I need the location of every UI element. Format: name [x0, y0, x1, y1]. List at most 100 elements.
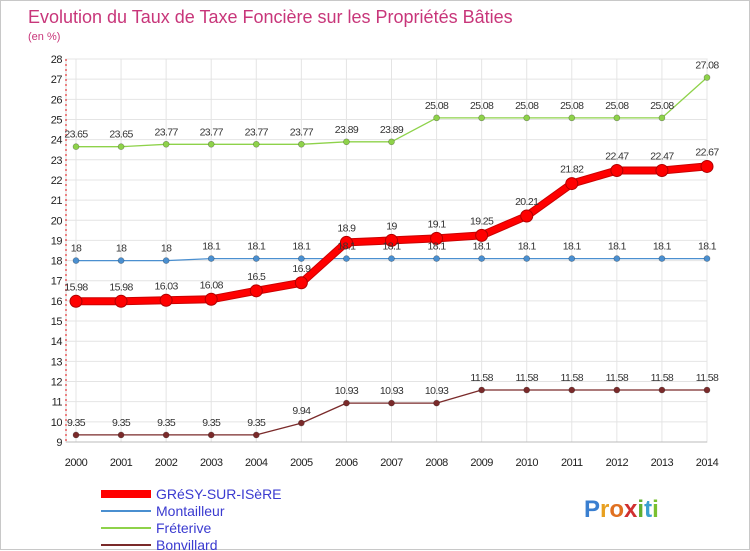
data-point [72, 143, 80, 150]
x-tick-label: 2012 [606, 457, 629, 469]
data-point [700, 159, 714, 173]
data-label: 18.1 [202, 241, 221, 253]
data-labels: 15.98 15.98 16.03 16.08 16.5 16.9 18.9 19 19.1 19… [64, 60, 720, 429]
data-label: 16.9 [292, 263, 311, 275]
data-point [252, 431, 260, 439]
y-tick-label: 21 [51, 195, 63, 207]
data-label: 9.94 [292, 405, 311, 417]
data-label: 18 [116, 243, 127, 255]
data-label: 9.35 [67, 417, 86, 429]
data-label: 18.1 [653, 241, 672, 253]
data-label: 18.1 [337, 241, 356, 253]
x-tick-label: 2006 [335, 457, 358, 469]
data-label: 18.1 [518, 241, 537, 253]
data-label: 11.58 [515, 372, 538, 384]
data-label: 18 [161, 243, 172, 255]
data-point [523, 386, 531, 394]
x-tick-label: 2011 [561, 457, 583, 469]
data-label: 22.47 [605, 150, 629, 162]
logo-letter: i [652, 496, 659, 523]
axes: 9 10 11 12 13 14 15 16 17 18 19 20 21 22 23 24 25 26 27 28 2… [51, 54, 719, 469]
data-point [478, 386, 485, 394]
chart-title: Evolution du Taux de Taxe Foncière sur l… [28, 7, 513, 27]
x-tick-label: 2000 [65, 457, 88, 469]
data-label: 18.1 [563, 241, 582, 253]
data-label: 21.82 [560, 164, 584, 176]
chart-subtitle: (en %) [28, 31, 60, 43]
logo-letter: r [600, 496, 609, 523]
data-point [613, 255, 621, 262]
data-point [207, 255, 215, 262]
data-point [388, 399, 395, 407]
data-point [294, 276, 308, 290]
x-tick-label: 2010 [515, 457, 538, 469]
proxiti-logo: Proxiti [584, 496, 659, 523]
data-point [613, 114, 621, 122]
data-point [339, 235, 353, 249]
data-label: 18 [71, 243, 82, 255]
y-tick-label: 18 [51, 256, 63, 268]
y-tick-label: 22 [51, 175, 63, 187]
data-point [388, 255, 395, 262]
data-point [703, 74, 711, 81]
x-tick-label: 2013 [651, 457, 674, 469]
x-tick-label: 2002 [155, 457, 178, 469]
x-tick-label: 2009 [470, 457, 493, 469]
y-tick-label: 25 [51, 114, 63, 126]
logo-letter: i [637, 496, 644, 523]
legend: GRéSY-SUR-ISèREMontailleurFréteriveBonvi… [101, 486, 282, 551]
data-point [523, 114, 531, 122]
data-point [703, 255, 711, 262]
data-point [252, 140, 260, 148]
data-point [162, 140, 170, 148]
data-point [385, 233, 398, 247]
data-point [613, 386, 621, 394]
data-label: 11.58 [651, 372, 674, 384]
data-label: 11.58 [606, 372, 629, 384]
y-tick-label: 10 [51, 417, 63, 429]
y-tick-label: 26 [51, 94, 63, 106]
data-point [343, 138, 350, 146]
x-tick-label: 2001 [110, 457, 133, 469]
data-label: 9.35 [247, 417, 266, 429]
data-label: 23.77 [200, 126, 224, 138]
y-tick-label: 15 [51, 316, 63, 328]
y-tick-label: 23 [51, 155, 63, 167]
data-label: 19.1 [428, 218, 447, 230]
data-label: 16.03 [155, 280, 179, 292]
data-point [523, 255, 531, 262]
data-point [117, 257, 125, 264]
plot-area [65, 58, 708, 443]
data-point [658, 386, 666, 394]
data-point [298, 419, 305, 427]
data-point [568, 255, 576, 262]
data-label: 11.58 [470, 372, 493, 384]
data-label: 20.21 [515, 196, 539, 208]
data-label: 9.35 [202, 417, 221, 429]
data-label: 25.08 [425, 100, 449, 112]
logo-text: Proxiti [584, 496, 659, 523]
data-label: 23.65 [64, 129, 88, 141]
logo-letter: P [584, 496, 600, 523]
data-point [204, 292, 218, 306]
data-point [252, 255, 260, 262]
data-label: 23.89 [380, 124, 404, 136]
legend-label: GRéSY-SUR-ISèRE [156, 486, 282, 502]
y-tick-label: 12 [51, 377, 63, 389]
y-tick-label: 11 [52, 397, 63, 409]
data-point [610, 163, 624, 177]
data-point [117, 431, 125, 439]
data-point [565, 177, 579, 191]
data-label: 18.9 [337, 222, 356, 234]
y-tick-label: 14 [51, 336, 63, 348]
data-label: 15.98 [109, 281, 133, 293]
grid [65, 58, 708, 443]
x-tick-label: 2005 [290, 457, 313, 469]
data-point [207, 140, 215, 148]
data-label: 19.25 [470, 215, 494, 227]
data-label: 23.89 [335, 124, 359, 136]
x-tick-label: 2014 [696, 457, 719, 469]
data-label: 23.77 [290, 126, 314, 138]
